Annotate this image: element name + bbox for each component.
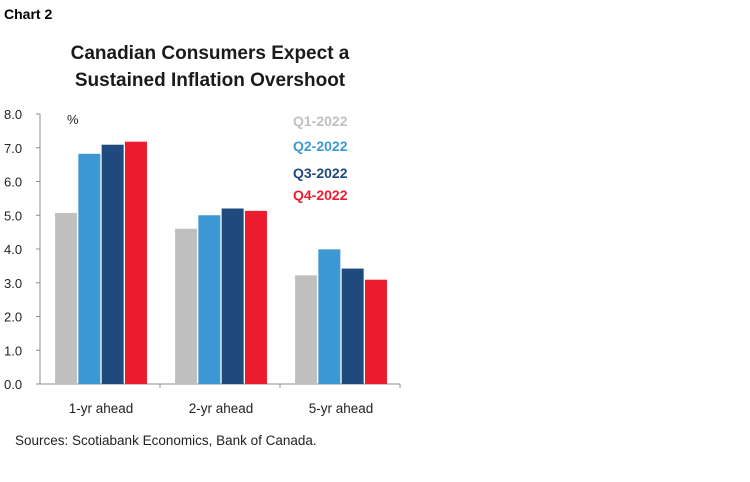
x-category-label: 5-yr ahead xyxy=(309,401,374,416)
chart-title-line-2: Sustained Inflation Overshoot xyxy=(74,70,346,91)
legend-entry: Q4-2022 xyxy=(293,187,348,203)
y-tick-label: 1.0 xyxy=(4,343,22,358)
y-axis-unit-label: % xyxy=(67,112,79,127)
y-tick-label: 3.0 xyxy=(4,276,22,291)
x-category-label: 1-yr ahead xyxy=(69,401,134,416)
y-tick-label: 6.0 xyxy=(4,175,22,190)
bar-q4-2022 xyxy=(364,279,387,384)
chart-title: Canadian Consumers Expect a Sustained In… xyxy=(30,40,390,94)
y-tick-label: 2.0 xyxy=(4,310,22,325)
bar-q3-2022 xyxy=(101,144,124,384)
y-tick-label: 0.0 xyxy=(4,377,22,392)
legend-entry: Q3-2022 xyxy=(293,165,348,181)
chart-label: Chart 2 xyxy=(4,6,53,22)
bar-q3-2022 xyxy=(341,268,364,384)
x-category-label: 2-yr ahead xyxy=(189,401,254,416)
legend-entry: Q1-2022 xyxy=(293,113,348,129)
bar-q1-2022 xyxy=(175,228,198,384)
y-tick-label: 8.0 xyxy=(4,107,22,122)
y-tick-label: 7.0 xyxy=(4,141,22,156)
bar-q4-2022 xyxy=(244,210,267,384)
bar-q1-2022 xyxy=(295,275,318,384)
bar-q1-2022 xyxy=(55,212,78,384)
y-tick-label: 4.0 xyxy=(4,242,22,257)
bar-q3-2022 xyxy=(221,208,244,384)
bar-q4-2022 xyxy=(124,141,147,384)
source-note: Sources: Scotiabank Economics, Bank of C… xyxy=(15,433,317,448)
legend-entry: Q2-2022 xyxy=(293,138,348,154)
chart-title-line-1: Canadian Consumers Expect a xyxy=(70,43,350,64)
bar-q2-2022 xyxy=(318,249,341,384)
bar-q2-2022 xyxy=(198,215,221,384)
bar-q2-2022 xyxy=(78,153,101,384)
y-tick-label: 5.0 xyxy=(4,208,22,223)
